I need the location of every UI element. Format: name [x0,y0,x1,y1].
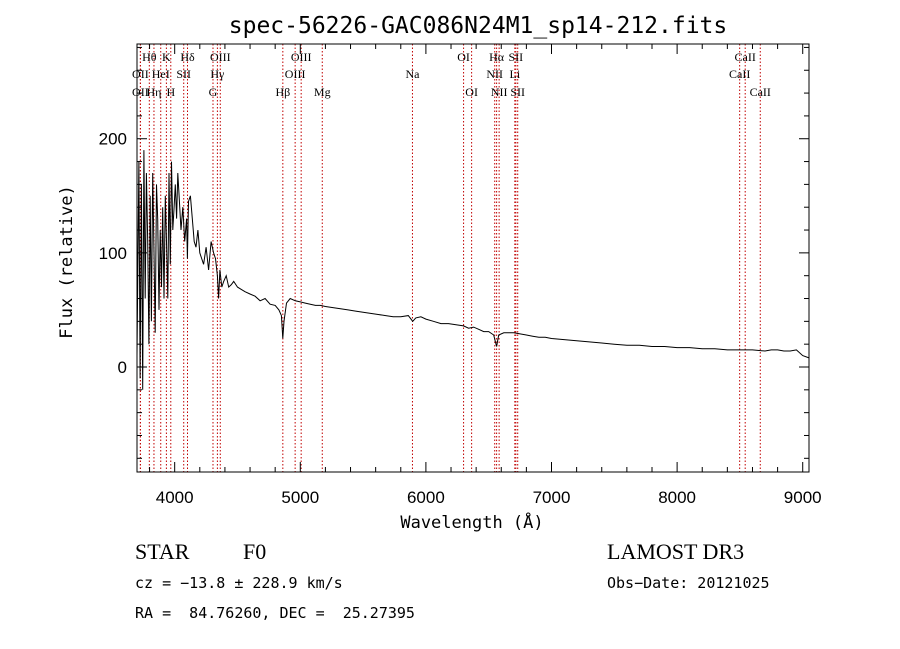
object-subclass: F0 [243,539,267,564]
spectral-line-label: Hβ [275,85,290,99]
spectral-line-label: CaII [750,85,771,99]
spectral-line-label: Li [509,67,520,81]
x-tick-label: 4000 [156,488,194,507]
x-tick-label: 8000 [658,488,696,507]
x-axis-label: Wavelength (Å) [400,511,543,533]
spectral-line-label: OIII [210,50,231,64]
spectral-line-label: OII [132,85,149,99]
spectral-line-label: Hδ [180,50,195,64]
redshift-velocity: cz = −13.8 ± 228.9 km/s [135,574,343,592]
spectral-line-label: K [162,50,171,64]
spectral-line-label: OII [132,67,149,81]
x-tick-label: 5000 [281,488,319,507]
spectral-line-label: OIII [291,50,312,64]
x-tick-label: 9000 [784,488,822,507]
chart-title: spec-56226-GAC086N24M1_sp14-212.fits [229,13,728,39]
survey-name: LAMOST DR3 [607,539,745,564]
observation-date: Obs−Date: 20121025 [607,574,770,592]
spectral-line-label: OI [465,85,478,99]
spectral-line-label: Mg [314,85,331,99]
spectral-line-label: Hη [146,85,161,99]
y-axis-label: Flux (relative) [57,185,77,339]
y-axis-ticks: 0 100 200 [99,46,809,459]
spectral-line-label: Na [405,67,420,81]
x-axis-ticks: 4000 5000 6000 7000 8000 9000 [149,44,822,507]
spectral-line-markers [139,44,761,472]
spectral-line-label: NII [486,67,503,81]
spectral-line-label: SII [508,50,523,64]
y-tick-label: 200 [99,130,127,149]
spectral-line-label: H [166,85,175,99]
spectral-line-label: Hγ [210,67,225,81]
x-tick-label: 7000 [533,488,571,507]
y-tick-label: 0 [118,358,127,377]
spectral-line-label: SII [510,85,525,99]
ra-dec-coordinates: RA = 84.76260, DEC = 25.27395 [135,604,415,622]
spectral-line-label: SII [176,67,191,81]
y-tick-label: 100 [99,244,127,263]
spectral-line-label: NII [491,85,508,99]
spectral-line-label: CaII [729,67,750,81]
spectral-line-label: G [209,85,218,99]
spectral-line-label: HeI [152,67,170,81]
plot-frame [136,43,810,473]
x-tick-label: 6000 [407,488,445,507]
spectral-line-label: Hθ [142,50,157,64]
spectral-line-label: Hα [489,50,505,64]
object-class: STAR [135,539,190,564]
spectral-line-label: OIII [285,67,306,81]
spectral-line-label: OI [457,50,470,64]
spectral-line-label: CaII [735,50,756,64]
spectrum-series-line [136,150,810,390]
